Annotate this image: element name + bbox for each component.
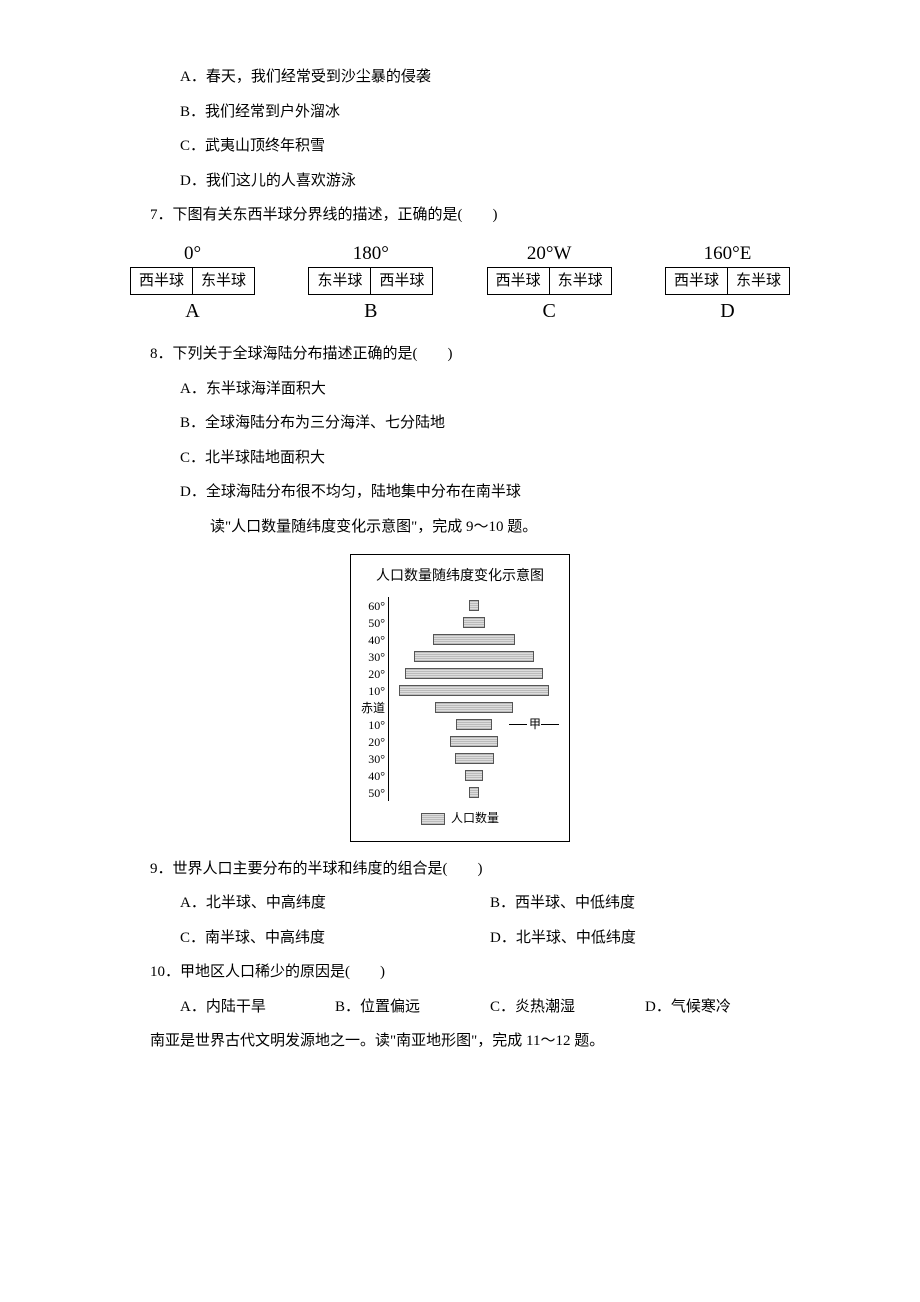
pyramid-bar <box>455 753 494 764</box>
q6-option-a: A．春天，我们经常受到沙尘暴的侵袭 <box>180 60 800 95</box>
hemisphere-letter: C <box>542 297 555 325</box>
pyramid-bar <box>435 702 513 713</box>
legend-swatch <box>421 813 445 825</box>
pyramid-row <box>389 614 559 631</box>
hemisphere-boxes: 西半球东半球 <box>665 267 790 295</box>
pyramid-axis-label: 30° <box>361 648 385 665</box>
hemisphere-right: 东半球 <box>549 268 611 294</box>
pyramid-axis-label: 20° <box>361 665 385 682</box>
pyramid-axis-label: 10° <box>361 716 385 733</box>
legend-label: 人口数量 <box>451 805 499 833</box>
pyramid-row <box>389 767 559 784</box>
hemisphere-option: 180°东半球西半球B <box>308 241 433 326</box>
pyramid-row <box>389 682 559 699</box>
pyramid-axis-label: 20° <box>361 733 385 750</box>
pyramid-bar <box>469 600 480 611</box>
hemisphere-letter: B <box>364 297 377 325</box>
pyramid-bar <box>465 770 483 781</box>
q9-stem: 9．世界人口主要分布的半球和纬度的组合是( ) <box>150 852 800 887</box>
pyramid-row <box>389 597 559 614</box>
pyramid-axis-label: 赤道 <box>361 699 385 716</box>
hemisphere-letter: A <box>185 297 199 325</box>
pyramid-axis: 60°50°40°30°20°10°赤道10°20°30°40°50° <box>361 597 389 801</box>
hemisphere-boxes: 西半球东半球 <box>130 267 255 295</box>
pyramid-axis-label: 10° <box>361 682 385 699</box>
hemisphere-option: 0°西半球东半球A <box>130 241 255 326</box>
pyramid-bar <box>469 787 480 798</box>
hemisphere-option: 160°E西半球东半球D <box>665 241 790 326</box>
hemisphere-degree: 0° <box>184 241 201 268</box>
q8-option-d: D．全球海陆分布很不均匀，陆地集中分布在南半球 <box>180 475 800 510</box>
pyramid-axis-label: 30° <box>361 750 385 767</box>
pyramid-intro: 读"人口数量随纬度变化示意图"，完成 9～10 题。 <box>210 510 800 545</box>
pyramid-bars: 甲 <box>389 597 559 801</box>
hemisphere-right: 东半球 <box>192 268 254 294</box>
pyramid-bar <box>405 668 543 679</box>
q9-option-a: A．北半球、中高纬度 <box>180 886 490 921</box>
hemisphere-boxes: 西半球东半球 <box>487 267 612 295</box>
hemisphere-option: 20°W西半球东半球C <box>487 241 612 326</box>
pyramid-row <box>389 733 559 750</box>
population-pyramid: 人口数量随纬度变化示意图 60°50°40°30°20°10°赤道10°20°3… <box>120 554 800 842</box>
hemisphere-letter: D <box>720 297 734 325</box>
pyramid-row <box>389 665 559 682</box>
hemisphere-degree: 180° <box>353 241 389 268</box>
pyramid-bar <box>450 736 498 747</box>
pyramid-axis-label: 40° <box>361 631 385 648</box>
pyramid-axis-label: 50° <box>361 784 385 801</box>
q9-option-c: C．南半球、中高纬度 <box>180 921 490 956</box>
q8-option-b: B．全球海陆分布为三分海洋、七分陆地 <box>180 406 800 441</box>
hemisphere-right: 东半球 <box>727 268 789 294</box>
pyramid-legend: 人口数量 <box>361 805 559 833</box>
q8-stem: 8．下列关于全球海陆分布描述正确的是( ) <box>150 337 800 372</box>
pyramid-row <box>389 750 559 767</box>
pyramid-row <box>389 631 559 648</box>
pyramid-bar <box>456 719 492 730</box>
hemisphere-degree: 160°E <box>704 241 752 268</box>
q7-stem: 7．下图有关东西半球分界线的描述，正确的是( ) <box>150 198 800 233</box>
q8-option-c: C．北半球陆地面积大 <box>180 441 800 476</box>
pyramid-row <box>389 648 559 665</box>
pyramid-bar <box>463 617 486 628</box>
q6-option-b: B．我们经常到户外溜冰 <box>180 95 800 130</box>
pyramid-bar <box>414 651 534 662</box>
hemisphere-left: 西半球 <box>131 268 192 294</box>
pyramid-row: 甲 <box>389 716 559 733</box>
q10-option-d: D．气候寒冷 <box>645 990 800 1025</box>
q7-diagram: 0°西半球东半球A180°东半球西半球B20°W西半球东半球C160°E西半球东… <box>130 241 790 326</box>
q10-option-c: C．炎热潮湿 <box>490 990 645 1025</box>
q6-option-d: D．我们这儿的人喜欢游泳 <box>180 164 800 199</box>
pyramid-axis-label: 50° <box>361 614 385 631</box>
q10-stem: 10．甲地区人口稀少的原因是( ) <box>150 955 800 990</box>
pyramid-bar <box>399 685 549 696</box>
hemisphere-left: 西半球 <box>488 268 549 294</box>
pyramid-bar <box>433 634 516 645</box>
q11-intro: 南亚是世界古代文明发源地之一。读"南亚地形图"，完成 11～12 题。 <box>150 1024 800 1059</box>
hemisphere-boxes: 东半球西半球 <box>308 267 433 295</box>
hemisphere-right: 西半球 <box>370 268 432 294</box>
q8-option-a: A．东半球海洋面积大 <box>180 372 800 407</box>
pyramid-row <box>389 784 559 801</box>
hemisphere-left: 西半球 <box>666 268 727 294</box>
q9-option-d: D．北半球、中低纬度 <box>490 921 800 956</box>
pyramid-title: 人口数量随纬度变化示意图 <box>361 561 559 593</box>
pyramid-axis-label: 60° <box>361 597 385 614</box>
q6-option-c: C．武夷山顶终年积雪 <box>180 129 800 164</box>
q10-option-a: A．内陆干旱 <box>180 990 335 1025</box>
hemisphere-left: 东半球 <box>309 268 370 294</box>
pyramid-axis-label: 40° <box>361 767 385 784</box>
hemisphere-degree: 20°W <box>527 241 572 268</box>
q9-option-b: B．西半球、中低纬度 <box>490 886 800 921</box>
q10-option-b: B．位置偏远 <box>335 990 490 1025</box>
